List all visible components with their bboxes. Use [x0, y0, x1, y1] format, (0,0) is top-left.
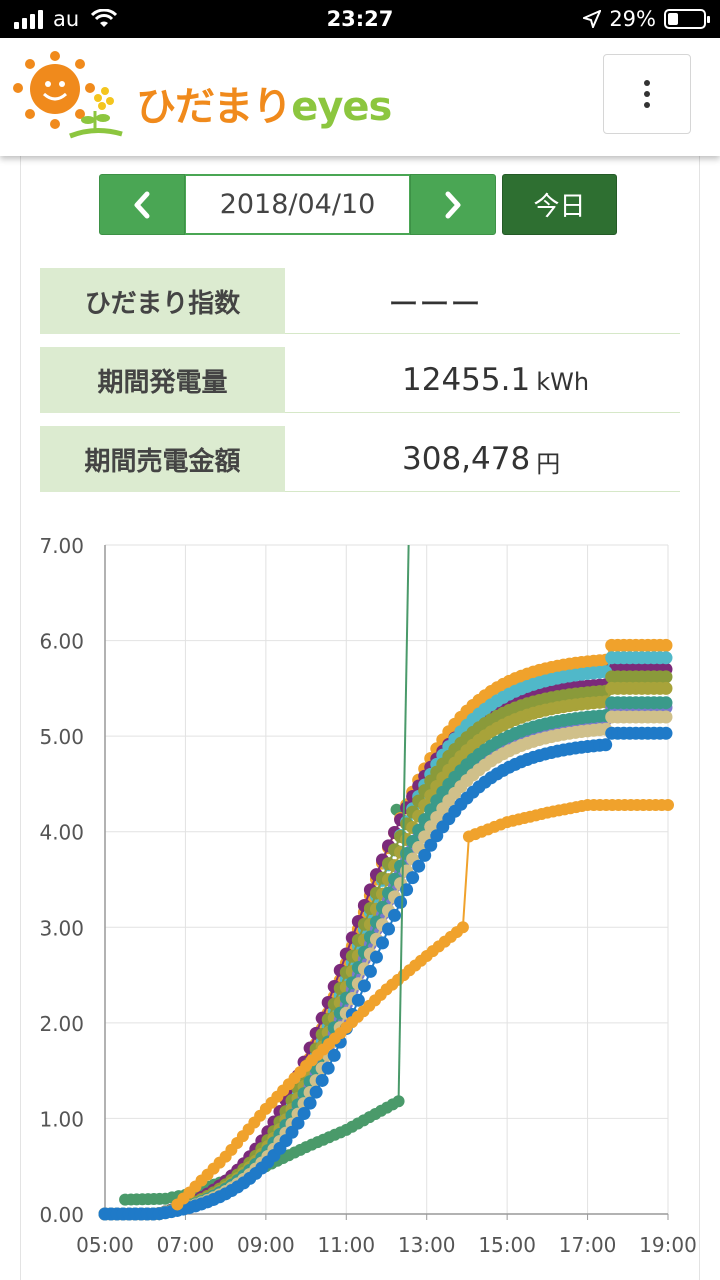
clock: 23:27	[326, 7, 394, 31]
content-area	[20, 156, 700, 1280]
series-8-point	[369, 950, 383, 964]
date-navigation: 2018/04/10	[99, 174, 496, 235]
series-6-line	[105, 701, 666, 1215]
y-tick-label: 6.00	[39, 630, 84, 654]
series-8-point	[321, 1061, 335, 1075]
y-tick-label: 2.00	[39, 1012, 84, 1036]
series-2-point	[659, 651, 673, 665]
series-0-point	[659, 638, 673, 652]
x-tick-label: 13:00	[398, 1233, 456, 1257]
generation-value: 12455.1 kWh	[402, 347, 589, 413]
carrier-label: au	[53, 7, 80, 31]
series-8-point	[599, 738, 613, 752]
x-tick-label: 19:00	[639, 1233, 697, 1257]
battery-percent: 29%	[609, 7, 656, 31]
generation-chart: 0.00 1.00 2.00 3.00 4.00 5.00 6.00 7.00 05:00 07:…	[0, 520, 720, 1280]
series-8-point	[297, 1106, 311, 1120]
y-tick-label: 3.00	[39, 916, 84, 940]
series-8-point	[327, 1048, 341, 1062]
next-day-button[interactable]	[410, 174, 496, 235]
logo[interactable]: ひだまりeyes	[10, 46, 420, 146]
generation-label: 期間発電量	[40, 347, 285, 413]
hidamari-index-row: ひだまり指数 ーーー	[40, 268, 680, 334]
series-8-point	[291, 1116, 305, 1130]
series-8-point	[375, 936, 389, 950]
chart-svg: 0.00 1.00 2.00 3.00 4.00 5.00 6.00 7.00 05:00 07:…	[39, 534, 697, 1257]
previous-day-button[interactable]	[99, 174, 185, 235]
logo-text-jp: ひだまり	[136, 84, 292, 130]
sales-row: 期間売電金額 308,478 円	[40, 426, 680, 492]
x-tick-label: 11:00	[317, 1233, 375, 1257]
x-tick-label: 07:00	[157, 1233, 215, 1257]
sales-number: 308,478	[402, 441, 531, 477]
y-tick-label: 5.00	[39, 725, 84, 749]
sales-value: 308,478 円	[402, 426, 560, 492]
status-bar: au 23:27 29%	[0, 0, 720, 38]
series-8-point	[303, 1096, 317, 1110]
today-button[interactable]: 今日	[502, 174, 617, 235]
series-orange-anomaly-point	[456, 921, 469, 934]
series-8-point	[382, 922, 396, 936]
date-field[interactable]: 2018/04/10	[185, 174, 410, 235]
chevron-left-icon	[134, 191, 150, 218]
generation-unit: kWh	[536, 368, 590, 396]
series-8-point	[388, 908, 402, 922]
series-8-point	[418, 848, 432, 862]
series-8-point	[357, 979, 371, 993]
series-8-point	[315, 1073, 329, 1087]
series-8-point	[659, 726, 673, 740]
kebab-menu-icon	[644, 80, 650, 86]
x-tick-label: 05:00	[76, 1233, 134, 1257]
y-tick-label: 1.00	[39, 1107, 84, 1131]
generation-number: 12455.1	[402, 362, 531, 398]
series-green-spike	[397, 544, 410, 1102]
sales-unit: 円	[536, 449, 561, 478]
hidamari-index-label: ひだまり指数	[40, 268, 285, 334]
series-8-point	[394, 895, 408, 909]
series-8-point	[351, 993, 365, 1007]
series-8-point	[406, 871, 420, 885]
series-8-point	[363, 964, 377, 978]
series-7-point	[659, 710, 673, 724]
generation-row: 期間発電量 12455.1 kWh	[40, 347, 680, 413]
series-7-line	[105, 716, 666, 1215]
signal-icon	[14, 9, 43, 29]
y-tick-label: 7.00	[39, 534, 84, 558]
sun-logo-icon	[13, 51, 123, 139]
logo-text: ひだまりeyes	[136, 74, 392, 132]
hidamari-index-value: ーーー	[388, 286, 481, 323]
series-8-point	[309, 1085, 323, 1099]
location-arrow-icon	[583, 10, 602, 28]
sales-label: 期間売電金額	[40, 426, 285, 492]
menu-button[interactable]	[603, 54, 691, 134]
x-tick-label: 15:00	[478, 1233, 536, 1257]
logo-text-en: eyes	[291, 84, 392, 130]
series-5-line	[105, 706, 666, 1215]
x-tick-label: 17:00	[559, 1233, 617, 1257]
series-3-point	[659, 670, 673, 684]
battery-icon	[664, 9, 710, 29]
y-tick-label: 4.00	[39, 821, 84, 845]
wifi-icon	[91, 9, 118, 27]
series-orange-anomaly-point	[662, 798, 674, 811]
series-6-point	[659, 696, 673, 710]
series-8-point	[412, 859, 426, 873]
series-4-point	[659, 681, 673, 695]
app-header: ひだまりeyes	[0, 38, 720, 156]
y-tick-label: 0.00	[39, 1203, 84, 1227]
x-tick-label: 09:00	[237, 1233, 295, 1257]
series-4-line	[105, 687, 666, 1215]
chevron-right-icon	[445, 191, 461, 218]
series-8-point	[424, 838, 438, 852]
